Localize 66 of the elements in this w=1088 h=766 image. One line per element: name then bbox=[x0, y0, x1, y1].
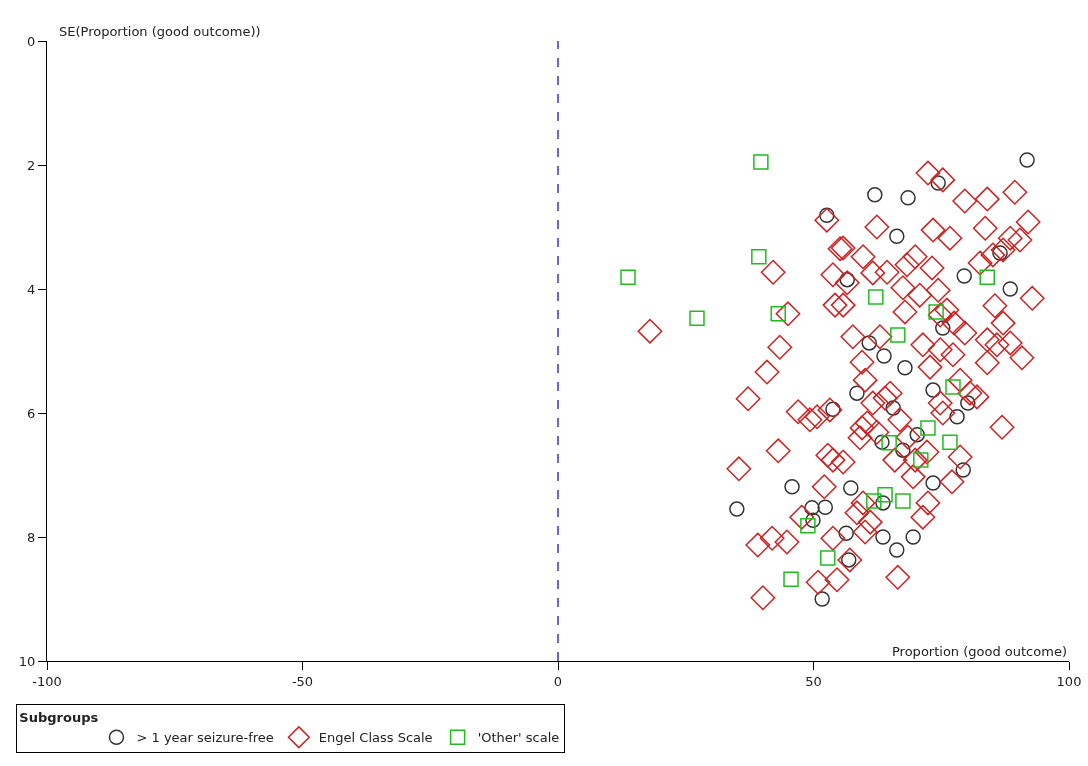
point bbox=[817, 499, 833, 515]
point bbox=[770, 306, 786, 322]
x-tick-label: -50 bbox=[291, 673, 314, 689]
point bbox=[868, 289, 884, 305]
x-tick-label: 100 bbox=[1056, 673, 1082, 689]
point bbox=[729, 501, 745, 517]
point bbox=[804, 500, 820, 516]
point bbox=[849, 385, 865, 401]
point bbox=[875, 529, 891, 545]
point bbox=[783, 571, 799, 587]
y-tick-label: 6 bbox=[27, 405, 36, 421]
point bbox=[897, 359, 913, 376]
point bbox=[867, 187, 883, 203]
point bbox=[805, 512, 821, 528]
point bbox=[753, 154, 769, 170]
x-tick-label: 0 bbox=[553, 673, 563, 689]
point bbox=[956, 268, 972, 284]
point bbox=[814, 591, 830, 607]
y-tick-label: 10 bbox=[18, 653, 36, 669]
y-tick-label: 2 bbox=[27, 157, 36, 173]
point bbox=[861, 335, 877, 351]
point bbox=[889, 542, 905, 558]
x-tick-label: 50 bbox=[805, 673, 822, 689]
legend-title: Subgroups bbox=[19, 710, 99, 726]
point bbox=[875, 495, 891, 511]
y-axis-title: SE(Proportion (good outcome)) bbox=[59, 24, 261, 39]
point bbox=[689, 310, 705, 326]
point bbox=[877, 487, 893, 503]
point bbox=[620, 269, 636, 285]
point bbox=[1019, 152, 1035, 168]
point bbox=[895, 442, 911, 458]
point bbox=[925, 475, 941, 491]
point bbox=[876, 348, 892, 364]
point bbox=[866, 493, 882, 509]
y-tick-label: 8 bbox=[27, 529, 36, 545]
point bbox=[909, 426, 925, 443]
point bbox=[843, 480, 859, 496]
point bbox=[920, 420, 936, 436]
point bbox=[838, 525, 854, 542]
point bbox=[885, 400, 901, 416]
x-tick-label: -100 bbox=[32, 673, 62, 689]
y-tick-label: 0 bbox=[27, 33, 36, 49]
point bbox=[900, 190, 916, 206]
legend-label: Engel Class Scale bbox=[318, 730, 433, 746]
point bbox=[979, 269, 995, 285]
point bbox=[784, 479, 800, 495]
point bbox=[935, 320, 951, 336]
legend-label: > 1 year seizure-free bbox=[136, 730, 274, 746]
point bbox=[895, 493, 911, 509]
point bbox=[1002, 281, 1018, 297]
point bbox=[905, 529, 921, 545]
point bbox=[960, 395, 976, 411]
point bbox=[820, 550, 836, 566]
point bbox=[942, 434, 958, 450]
y-tick-label: 4 bbox=[27, 281, 36, 297]
point bbox=[881, 435, 897, 451]
point bbox=[890, 327, 906, 343]
point bbox=[889, 228, 905, 245]
point bbox=[751, 249, 767, 265]
legend-label: 'Other' scale bbox=[477, 730, 560, 746]
point bbox=[949, 408, 965, 425]
point bbox=[955, 462, 971, 478]
point bbox=[874, 434, 890, 450]
x-axis-title: Proportion (good outcome) bbox=[892, 644, 1067, 659]
point bbox=[800, 518, 816, 534]
point bbox=[925, 382, 941, 398]
